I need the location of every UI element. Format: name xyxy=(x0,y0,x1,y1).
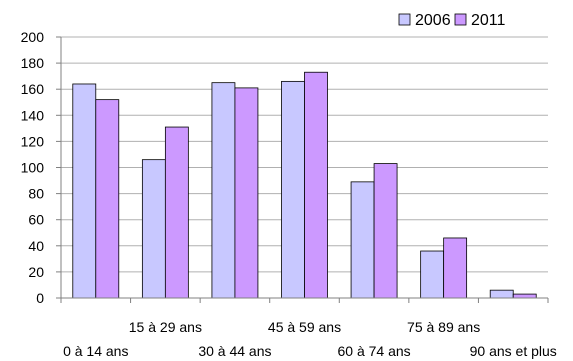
bars xyxy=(72,71,537,299)
bar-2011-2 xyxy=(234,87,259,299)
bar-2006-2 xyxy=(211,82,236,299)
y-tick-labels: 0 20 40 60 80 100 120 140 160 180 200 xyxy=(21,29,45,306)
y-tick-label: 80 xyxy=(28,186,44,202)
bar-2006-1 xyxy=(141,159,166,299)
bar-2011-4 xyxy=(373,163,398,299)
bar-2011-6 xyxy=(512,293,537,299)
y-tick-label: 160 xyxy=(21,81,45,97)
bar-2006-0 xyxy=(72,83,97,299)
y-tick-label: 40 xyxy=(28,238,44,254)
bar-2006-4 xyxy=(350,181,375,299)
x-tick-label: 15 à 29 ans xyxy=(129,319,202,335)
y-tick-label: 180 xyxy=(21,55,45,71)
legend-swatch-2006 xyxy=(398,13,411,26)
y-tick-label: 20 xyxy=(28,264,44,280)
y-tick-label: 200 xyxy=(21,29,45,45)
axes xyxy=(56,36,549,303)
x-tick-label: 30 à 44 ans xyxy=(198,343,271,359)
y-tick-label: 140 xyxy=(21,107,45,123)
x-tick-label: 0 à 14 ans xyxy=(63,343,128,359)
legend-label-2011: 2011 xyxy=(471,12,506,29)
y-tick-label: 100 xyxy=(21,160,45,176)
y-tick-label: 0 xyxy=(36,290,44,306)
legend: 2006 2011 xyxy=(398,12,506,29)
x-tick-label: 45 à 59 ans xyxy=(268,319,341,335)
x-tick-label: 60 à 74 ans xyxy=(337,343,410,359)
y-tick-label: 120 xyxy=(21,133,45,149)
x-tick-label: 90 ans et plus xyxy=(470,343,557,359)
bar-2011-1 xyxy=(164,126,189,299)
bar-2006-5 xyxy=(420,250,445,299)
y-tick-label: 60 xyxy=(28,212,44,228)
x-tick-label: 75 à 89 ans xyxy=(407,319,480,335)
legend-swatch-2011 xyxy=(454,13,467,26)
bar-2006-6 xyxy=(489,289,514,299)
legend-label-2006: 2006 xyxy=(415,12,451,29)
bar-2006-3 xyxy=(281,80,305,299)
bar-2011-0 xyxy=(95,99,120,299)
bar-2011-5 xyxy=(443,237,468,299)
bar-2011-3 xyxy=(304,71,328,299)
